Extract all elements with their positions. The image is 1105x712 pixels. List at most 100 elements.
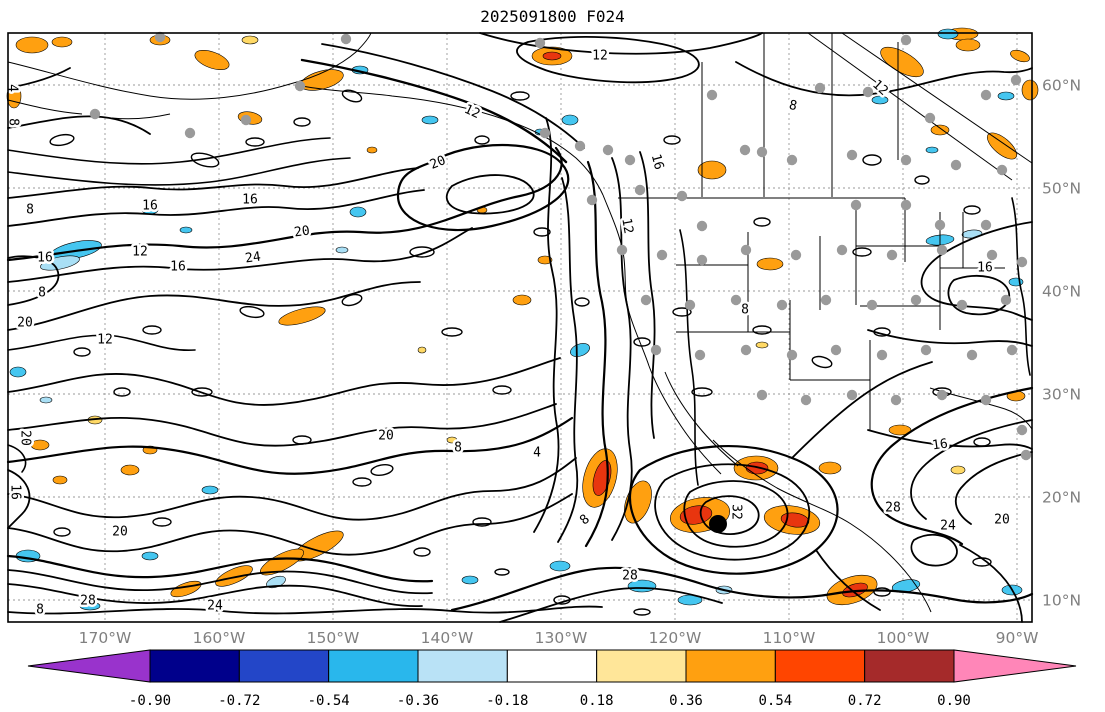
station-dot: [740, 244, 752, 256]
station-dot: [866, 299, 878, 311]
station-dot: [539, 127, 551, 139]
station-dot: [786, 154, 798, 166]
shaded-patch: [512, 294, 532, 306]
colorbar-tick-label: 0.54: [758, 693, 792, 709]
contour-line: [7, 444, 27, 473]
shaded-patch: [278, 306, 326, 326]
contour-line: [699, 495, 760, 535]
contour-label: 28: [80, 594, 96, 609]
contour-blob: [553, 595, 571, 605]
station-dot: [934, 219, 946, 231]
contour-label: 12: [869, 77, 891, 99]
contour-label: 16: [977, 261, 993, 276]
shaded-patch: [888, 424, 912, 436]
contour-line: [516, 36, 700, 84]
shaded-patch: [930, 124, 950, 136]
shaded-patch: [461, 575, 479, 585]
contour-label: 16: [170, 260, 186, 275]
shaded-patch: [421, 115, 439, 125]
contour-line: [7, 457, 577, 521]
contour-label: 20: [994, 513, 1010, 528]
lon-tick-label: 100°W: [877, 629, 930, 647]
contour-label: 12: [462, 102, 483, 122]
contour-line: [7, 334, 196, 352]
contour-label: 24: [207, 599, 223, 614]
contour-line: [683, 480, 789, 548]
colorbar-tick-label: 0.90: [937, 693, 971, 709]
contour-line: [6, 146, 563, 262]
contour-line: [479, 32, 763, 55]
station-dot: [684, 299, 696, 311]
contour-line: [1011, 197, 1031, 376]
contour-line: [867, 329, 1033, 347]
contour-line: [920, 221, 1033, 321]
station-dot: [886, 249, 898, 261]
station-dot: [294, 80, 306, 92]
shaded-patch: [570, 343, 590, 357]
contour-label: 20: [378, 429, 394, 444]
coastline: [712, 439, 932, 613]
contour-label: 24: [244, 249, 262, 266]
station-dot: [1006, 344, 1018, 356]
colorbar-tick-label: -0.72: [218, 693, 260, 709]
contour-blob: [190, 152, 220, 168]
contour-line: [499, 587, 723, 623]
contour-blob: [533, 227, 551, 237]
shaded-patch: [871, 95, 889, 105]
map-frame: [7, 32, 1033, 623]
colorbar-tick-label: -0.36: [397, 693, 439, 709]
shaded-patch: [697, 160, 727, 180]
contour-line: [7, 605, 603, 615]
contour-blob: [441, 327, 463, 337]
station-dot: [900, 34, 912, 46]
contour-line: [870, 386, 1034, 546]
lon-tick-label: 160°W: [193, 629, 246, 647]
station-dot: [980, 394, 992, 406]
shaded-patch: [756, 257, 784, 271]
contour-line: [321, 43, 585, 149]
coastline: [841, 32, 1033, 164]
shaded-patch: [120, 464, 140, 476]
lat-tick-label: 20°N: [1042, 489, 1081, 507]
lon-tick-label: 110°W: [763, 629, 816, 647]
station-dot: [574, 140, 586, 152]
station-dot: [850, 199, 862, 211]
contour-line: [791, 361, 933, 459]
contour-line: [7, 493, 573, 556]
contour-line: [6, 554, 434, 583]
colorbar-segment: [417, 649, 508, 683]
contour-line: [679, 229, 699, 486]
shaded-patch: [40, 255, 80, 271]
contour-line: [7, 357, 561, 406]
contour-label: 28: [622, 569, 638, 584]
colorbar-right-arrow: [953, 649, 1077, 683]
contour-blob: [972, 557, 992, 567]
station-dot: [706, 89, 718, 101]
station-dot: [846, 389, 858, 401]
contour-blob: [352, 477, 372, 487]
contour-blob: [492, 385, 512, 395]
contour-label: 8: [26, 203, 34, 218]
contour-blob: [409, 246, 435, 258]
shaded-patch: [201, 485, 219, 495]
coastline: [664, 371, 739, 467]
contour-blob: [73, 347, 91, 357]
contour-label: 4: [533, 446, 541, 461]
lon-tick-label: 90°W: [996, 629, 1039, 647]
station-dot: [950, 159, 962, 171]
contour-line: [557, 177, 579, 543]
colorbar-segment: [596, 649, 687, 683]
colorbar-segment: [328, 649, 419, 683]
station-dot: [776, 299, 788, 311]
colorbar-tick-label: 0.36: [669, 693, 703, 709]
station-dot: [820, 294, 832, 306]
shaded-patch: [241, 35, 259, 45]
shaded-patch: [679, 505, 713, 525]
station-dot: [640, 294, 652, 306]
contour-label: 16: [242, 193, 258, 208]
station-dot: [890, 394, 902, 406]
contour-label: 12: [132, 245, 148, 260]
contour-line: [450, 566, 1034, 612]
station-dot: [650, 344, 662, 356]
